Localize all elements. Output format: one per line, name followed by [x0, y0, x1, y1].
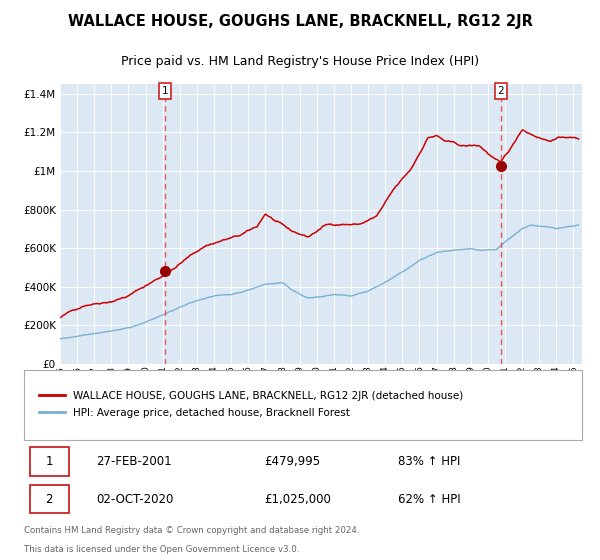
- Text: 2: 2: [46, 493, 53, 506]
- Text: 83% ↑ HPI: 83% ↑ HPI: [398, 455, 460, 468]
- Text: 27-FEB-2001: 27-FEB-2001: [97, 455, 172, 468]
- Text: Price paid vs. HM Land Registry's House Price Index (HPI): Price paid vs. HM Land Registry's House …: [121, 55, 479, 68]
- Text: 1: 1: [46, 455, 53, 468]
- Text: 2: 2: [497, 86, 504, 96]
- FancyBboxPatch shape: [29, 447, 68, 475]
- Text: Contains HM Land Registry data © Crown copyright and database right 2024.: Contains HM Land Registry data © Crown c…: [24, 526, 359, 535]
- Text: This data is licensed under the Open Government Licence v3.0.: This data is licensed under the Open Gov…: [24, 545, 299, 554]
- Text: £1,025,000: £1,025,000: [264, 493, 331, 506]
- Legend: WALLACE HOUSE, GOUGHS LANE, BRACKNELL, RG12 2JR (detached house), HPI: Average p: WALLACE HOUSE, GOUGHS LANE, BRACKNELL, R…: [35, 386, 468, 423]
- Text: 02-OCT-2020: 02-OCT-2020: [97, 493, 174, 506]
- Text: 62% ↑ HPI: 62% ↑ HPI: [398, 493, 460, 506]
- Text: 1: 1: [162, 86, 169, 96]
- FancyBboxPatch shape: [29, 485, 68, 514]
- Text: £479,995: £479,995: [264, 455, 320, 468]
- Text: WALLACE HOUSE, GOUGHS LANE, BRACKNELL, RG12 2JR: WALLACE HOUSE, GOUGHS LANE, BRACKNELL, R…: [68, 15, 532, 30]
